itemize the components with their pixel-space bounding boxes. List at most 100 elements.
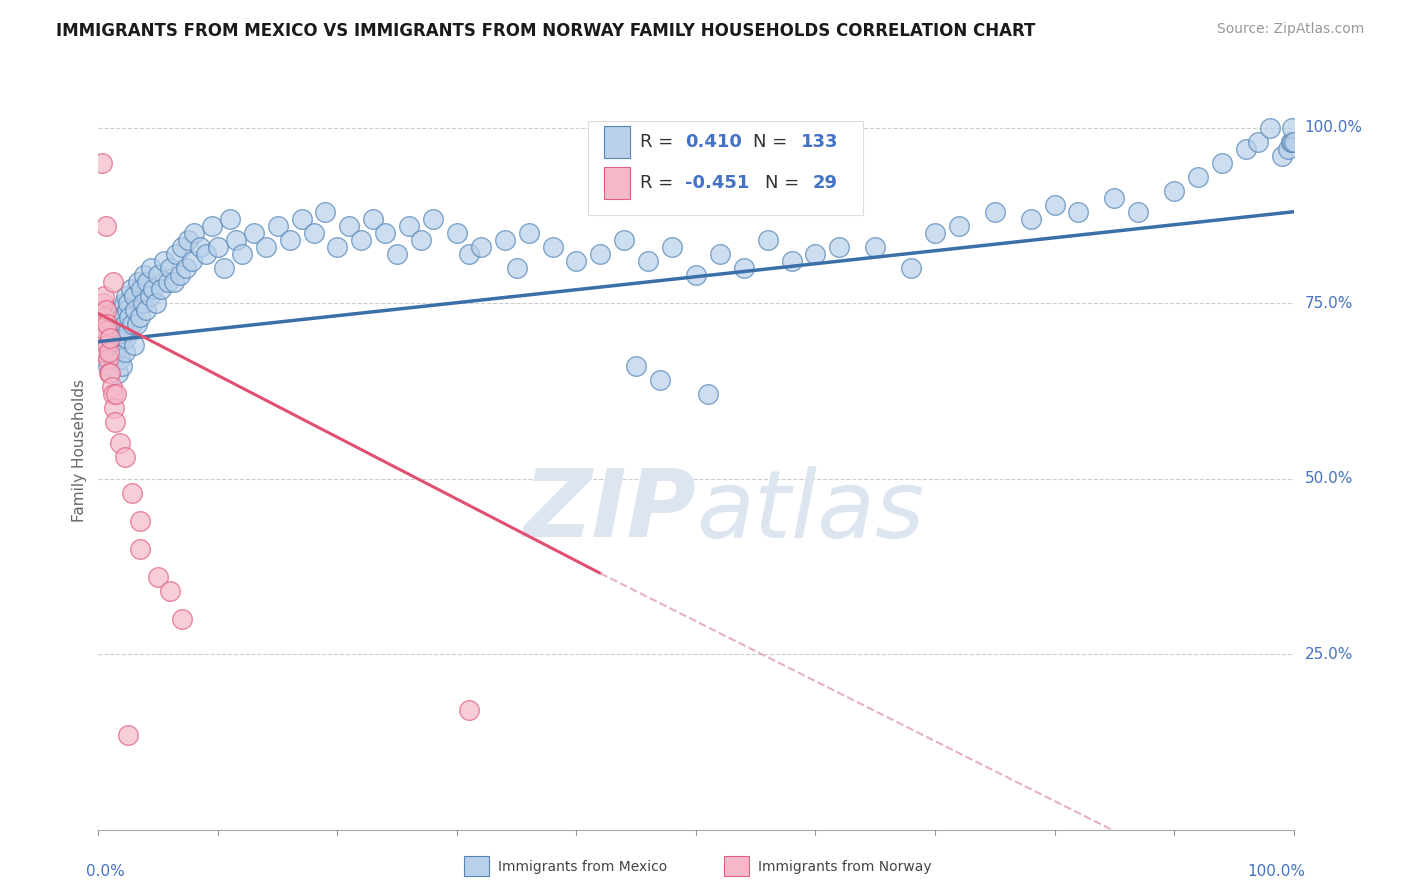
Point — [506, 260, 529, 275]
Point — [91, 331, 114, 345]
Point — [411, 233, 433, 247]
Point — [156, 275, 179, 289]
Point — [219, 211, 242, 226]
Text: 75.0%: 75.0% — [1305, 295, 1353, 310]
Text: Source: ZipAtlas.com: Source: ZipAtlas.com — [1216, 22, 1364, 37]
Point — [104, 416, 127, 430]
Point — [637, 254, 659, 268]
Point — [225, 233, 247, 247]
Point — [120, 282, 142, 296]
Point — [159, 583, 181, 598]
FancyBboxPatch shape — [589, 120, 863, 216]
Text: ZIP: ZIP — [523, 465, 696, 558]
Point — [115, 331, 138, 345]
Point — [494, 233, 516, 247]
Point — [398, 219, 420, 233]
Point — [422, 211, 444, 226]
Point — [142, 282, 165, 296]
Point — [98, 366, 121, 380]
Point — [94, 219, 117, 233]
Point — [315, 204, 337, 219]
Point — [117, 728, 139, 742]
Point — [101, 275, 124, 289]
Point — [180, 254, 202, 268]
Point — [201, 219, 224, 233]
Point — [1163, 184, 1185, 198]
Point — [94, 324, 117, 338]
Point — [149, 282, 172, 296]
Point — [96, 317, 118, 331]
Point — [129, 310, 152, 324]
Point — [112, 296, 135, 310]
Point — [159, 260, 181, 275]
Point — [1271, 148, 1294, 162]
Point — [105, 310, 128, 324]
Point — [98, 366, 122, 380]
Point — [326, 240, 349, 254]
Text: 133: 133 — [801, 133, 838, 151]
Point — [385, 247, 409, 261]
Point — [565, 254, 588, 268]
Text: 29: 29 — [813, 174, 838, 192]
Point — [139, 289, 162, 303]
Point — [1187, 169, 1209, 184]
Point — [1277, 142, 1299, 156]
Point — [589, 247, 612, 261]
Point — [446, 226, 468, 240]
Point — [172, 240, 194, 254]
Point — [108, 436, 131, 450]
Point — [98, 317, 122, 331]
Point — [111, 359, 134, 374]
Point — [91, 155, 114, 169]
Point — [139, 260, 162, 275]
Point — [98, 331, 122, 345]
Text: 50.0%: 50.0% — [1305, 471, 1353, 486]
Point — [117, 296, 139, 310]
Point — [267, 219, 290, 233]
Point — [115, 289, 138, 303]
Point — [1282, 135, 1305, 149]
Point — [172, 612, 194, 626]
Point — [131, 282, 153, 296]
Point — [1281, 120, 1303, 135]
Point — [177, 233, 200, 247]
Point — [291, 211, 314, 226]
Point — [93, 310, 115, 324]
Point — [121, 317, 143, 331]
Point — [148, 268, 170, 282]
Point — [195, 247, 218, 261]
Point — [231, 247, 253, 261]
Point — [129, 541, 152, 556]
Point — [100, 380, 122, 394]
Point — [374, 226, 396, 240]
Point — [131, 296, 153, 310]
Text: atlas: atlas — [696, 466, 924, 557]
Point — [254, 240, 277, 254]
Point — [458, 247, 481, 261]
Point — [948, 219, 970, 233]
Point — [648, 373, 672, 387]
Point — [105, 345, 128, 359]
Point — [865, 240, 887, 254]
Point — [278, 233, 301, 247]
Text: 100.0%: 100.0% — [1247, 863, 1306, 879]
Point — [363, 211, 385, 226]
Point — [165, 247, 187, 261]
Text: 25.0%: 25.0% — [1305, 647, 1353, 662]
Point — [101, 352, 124, 367]
Point — [107, 338, 129, 352]
Point — [105, 387, 128, 401]
Point — [900, 260, 922, 275]
Point — [111, 310, 134, 324]
Point — [207, 240, 229, 254]
Point — [685, 268, 707, 282]
Point — [136, 275, 159, 289]
Point — [733, 260, 755, 275]
Text: 100.0%: 100.0% — [1305, 120, 1362, 135]
Point — [114, 345, 136, 359]
Point — [169, 268, 191, 282]
Point — [94, 303, 117, 318]
Point — [118, 310, 141, 324]
Point — [103, 401, 125, 416]
Point — [243, 226, 266, 240]
